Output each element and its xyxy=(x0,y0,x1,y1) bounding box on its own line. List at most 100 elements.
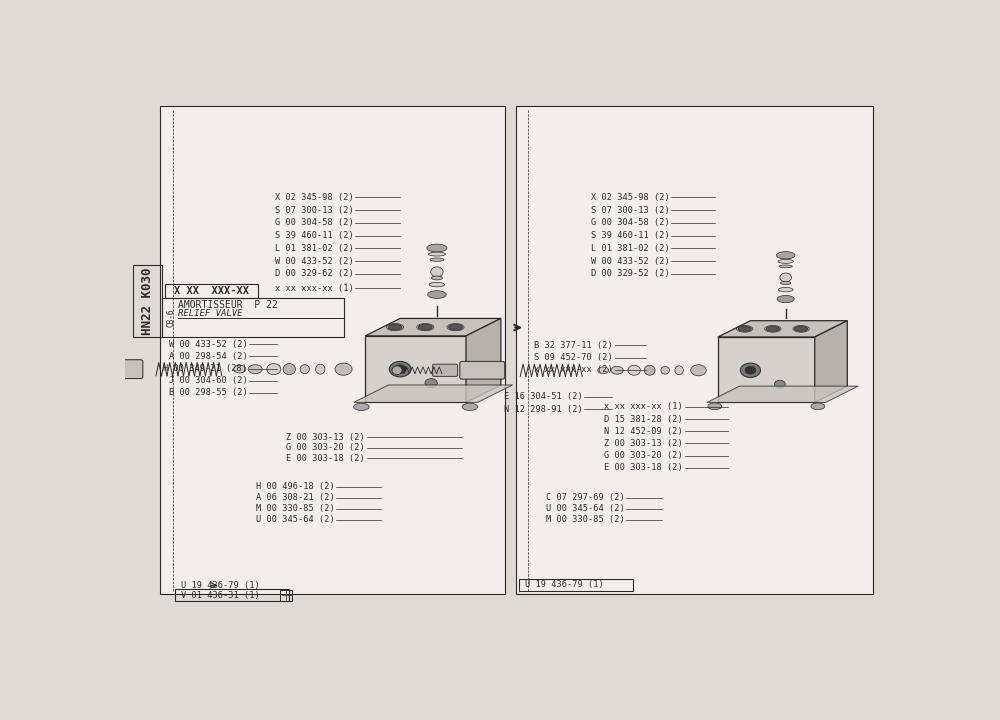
Ellipse shape xyxy=(23,364,34,374)
Bar xyxy=(280,590,292,601)
Ellipse shape xyxy=(779,265,792,268)
Text: G 00 304-58 (2): G 00 304-58 (2) xyxy=(275,218,354,228)
Text: M 00 330-85 (2): M 00 330-85 (2) xyxy=(546,516,625,524)
Bar xyxy=(165,284,258,298)
Ellipse shape xyxy=(778,287,793,292)
Text: S 07 300-13 (2): S 07 300-13 (2) xyxy=(591,205,670,215)
Text: U 19 436-79 (1): U 19 436-79 (1) xyxy=(181,581,260,590)
Text: RELIEF VALVE: RELIEF VALVE xyxy=(178,309,242,318)
Ellipse shape xyxy=(283,364,296,374)
Ellipse shape xyxy=(811,403,825,410)
Text: S 09 452-70 (2): S 09 452-70 (2) xyxy=(534,353,613,362)
Ellipse shape xyxy=(392,366,402,374)
Ellipse shape xyxy=(777,295,794,302)
Ellipse shape xyxy=(425,379,437,387)
Ellipse shape xyxy=(781,282,791,284)
FancyBboxPatch shape xyxy=(96,360,143,379)
Text: L 01 381-02 (2): L 01 381-02 (2) xyxy=(591,244,670,253)
Text: X 02 345-98 (2): X 02 345-98 (2) xyxy=(275,193,354,202)
Ellipse shape xyxy=(598,367,609,374)
Text: Z 00 303-13 (2): Z 00 303-13 (2) xyxy=(287,433,365,442)
Text: B 00 298-55 (2): B 00 298-55 (2) xyxy=(169,389,247,397)
Text: S 39 460-11 (2): S 39 460-11 (2) xyxy=(591,231,670,240)
Ellipse shape xyxy=(335,363,352,375)
Ellipse shape xyxy=(389,361,411,377)
Ellipse shape xyxy=(776,252,795,259)
Ellipse shape xyxy=(248,365,262,374)
Text: A 06 308-21 (2): A 06 308-21 (2) xyxy=(256,493,334,503)
Ellipse shape xyxy=(661,366,669,374)
Text: D 00 329-52 (2): D 00 329-52 (2) xyxy=(591,269,670,279)
Polygon shape xyxy=(718,320,847,337)
Ellipse shape xyxy=(428,291,446,299)
Bar xyxy=(175,589,289,601)
Text: S 07 300-13 (2): S 07 300-13 (2) xyxy=(275,205,354,215)
Ellipse shape xyxy=(267,364,281,374)
Ellipse shape xyxy=(795,326,808,331)
Bar xyxy=(519,579,633,591)
Ellipse shape xyxy=(300,365,309,374)
Ellipse shape xyxy=(418,325,432,330)
Bar xyxy=(160,106,505,594)
Polygon shape xyxy=(354,385,512,402)
Text: M 00 330-85 (2): M 00 330-85 (2) xyxy=(256,504,334,513)
Ellipse shape xyxy=(234,365,246,373)
Bar xyxy=(718,337,815,402)
Ellipse shape xyxy=(611,366,623,374)
Polygon shape xyxy=(707,386,858,402)
Ellipse shape xyxy=(449,325,463,330)
Ellipse shape xyxy=(675,366,683,374)
Text: J 00 304-60 (2): J 00 304-60 (2) xyxy=(169,377,247,385)
Ellipse shape xyxy=(429,282,445,287)
Text: N 12 452-09 (2): N 12 452-09 (2) xyxy=(604,427,683,436)
Text: S 39 460-11 (2): S 39 460-11 (2) xyxy=(275,231,354,240)
Text: CB-6: CB-6 xyxy=(166,308,175,327)
Text: X XX  XXX-XX: X XX XXX-XX xyxy=(174,286,249,296)
Ellipse shape xyxy=(691,365,706,376)
Bar xyxy=(516,106,873,594)
Ellipse shape xyxy=(462,403,478,410)
Polygon shape xyxy=(466,318,501,402)
Bar xyxy=(133,265,162,337)
Ellipse shape xyxy=(708,403,722,410)
Ellipse shape xyxy=(780,273,792,282)
Text: E 00 303-18 (2): E 00 303-18 (2) xyxy=(604,464,683,472)
Bar xyxy=(162,298,344,337)
Text: U 00 345-64 (2): U 00 345-64 (2) xyxy=(546,504,625,513)
Ellipse shape xyxy=(766,326,779,331)
Text: G 00 304-58 (2): G 00 304-58 (2) xyxy=(591,218,670,228)
Text: N 12 298-91 (2): N 12 298-91 (2) xyxy=(504,405,582,413)
Text: V 01 436-31 (1): V 01 436-31 (1) xyxy=(181,591,260,600)
Text: H 00 349-21 (28): H 00 349-21 (28) xyxy=(163,364,247,373)
Text: B 32 377-11 (2): B 32 377-11 (2) xyxy=(534,341,613,350)
Polygon shape xyxy=(365,318,501,336)
Text: E 16 304-51 (2): E 16 304-51 (2) xyxy=(504,392,582,401)
Polygon shape xyxy=(815,320,847,402)
Text: x xx xxx-xx (1): x xx xxx-xx (1) xyxy=(275,284,354,293)
Text: D 00 329-62 (2): D 00 329-62 (2) xyxy=(275,269,354,279)
Text: HN22 K030: HN22 K030 xyxy=(141,267,154,335)
Ellipse shape xyxy=(394,365,406,374)
Text: E 00 303-18 (2): E 00 303-18 (2) xyxy=(287,454,365,463)
Ellipse shape xyxy=(427,244,447,252)
Text: G 00 303-20 (2): G 00 303-20 (2) xyxy=(604,451,683,460)
Ellipse shape xyxy=(316,364,325,374)
Text: W 00 433-52 (2): W 00 433-52 (2) xyxy=(275,256,354,266)
Text: AMORTISSEUR  P 22: AMORTISSEUR P 22 xyxy=(178,300,278,310)
Ellipse shape xyxy=(778,259,793,264)
Text: W 00 433-52 (2): W 00 433-52 (2) xyxy=(591,256,670,266)
Text: Z 00 303-13 (2): Z 00 303-13 (2) xyxy=(604,439,683,448)
Text: x xx xxx-xx (2): x xx xxx-xx (2) xyxy=(534,365,613,374)
Text: U 00 345-64 (2): U 00 345-64 (2) xyxy=(256,516,334,524)
Ellipse shape xyxy=(774,380,785,388)
Text: L 01 381-02 (2): L 01 381-02 (2) xyxy=(275,244,354,253)
Text: D 15 381-28 (2): D 15 381-28 (2) xyxy=(604,415,683,423)
Text: W 00 433-52 (2): W 00 433-52 (2) xyxy=(169,340,247,348)
Text: H 00 496-18 (2): H 00 496-18 (2) xyxy=(256,482,334,491)
Ellipse shape xyxy=(644,365,655,375)
Bar xyxy=(365,336,466,402)
Text: G 00 303-20 (2): G 00 303-20 (2) xyxy=(287,444,365,452)
Text: C 07 297-69 (2): C 07 297-69 (2) xyxy=(546,493,625,503)
FancyBboxPatch shape xyxy=(460,361,505,379)
Ellipse shape xyxy=(388,325,402,330)
